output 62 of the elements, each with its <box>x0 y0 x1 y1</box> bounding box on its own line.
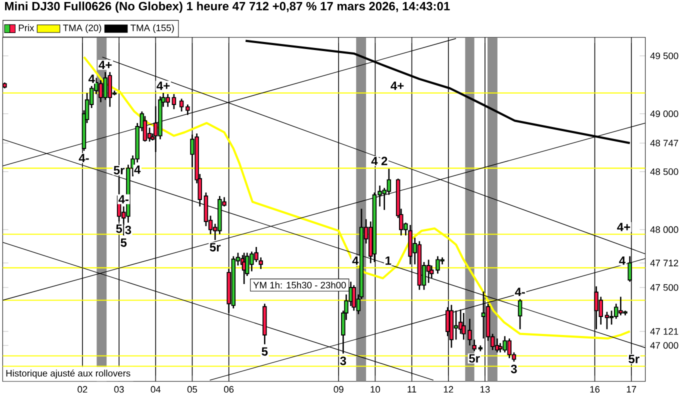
candlestick <box>609 310 614 326</box>
x-tick-label: 05 <box>187 386 198 393</box>
x-tick-label: 16 <box>590 386 600 393</box>
annotation: 4 <box>88 74 95 83</box>
annotation: 3 <box>125 226 132 234</box>
annotation: 2 <box>381 156 388 166</box>
candlestick <box>481 290 486 340</box>
candlestick <box>518 298 522 330</box>
annotation: 3 <box>510 364 517 374</box>
annotation: 4+ <box>98 60 112 70</box>
legend-label: TMA (155) <box>130 24 174 33</box>
annotation: 4 <box>134 165 141 174</box>
x-tick-label: 06 <box>224 386 234 393</box>
annotation: 4 <box>619 256 626 265</box>
annotation: 5 <box>120 238 127 247</box>
y-tick-label: 47 000 <box>650 342 678 349</box>
candlestick <box>426 259 431 284</box>
y-tick-label: 49 000 <box>650 110 678 118</box>
y-tick-label: 48 000 <box>650 226 678 233</box>
y-tick-label: 47 121 <box>650 328 678 335</box>
candlestick <box>446 306 450 337</box>
candlestick <box>179 98 184 112</box>
legend-label: Prix <box>18 24 34 32</box>
candlestick <box>604 311 610 330</box>
y-tick-label: 47 500 <box>650 284 678 291</box>
annotation: 5r <box>210 243 221 252</box>
annotation: 4- <box>514 288 525 296</box>
annotation: 3 <box>340 356 346 366</box>
annotation: 5r <box>469 354 480 363</box>
annotation: 5r <box>114 166 125 174</box>
y-tick-label: 48 747 <box>650 140 678 146</box>
x-tick-label: 10 <box>370 386 380 393</box>
annotation: 4+ <box>390 82 404 90</box>
annotation: 4- <box>118 195 128 204</box>
y-tick-label: 48 500 <box>650 168 678 175</box>
annotation: 4 <box>371 156 378 166</box>
annotation: Historique ajusté aux rollovers <box>6 370 130 378</box>
legend-label: TMA (20) <box>63 24 102 33</box>
candlestick <box>172 93 176 110</box>
x-tick-label: 02 <box>78 386 88 393</box>
x-tick-label: 11 <box>408 386 416 392</box>
annotation: 5 <box>116 224 122 233</box>
annotation: 5 <box>262 347 268 356</box>
annotation: 4 <box>352 256 359 265</box>
x-tick-label: 12 <box>444 386 454 393</box>
y-tick-label: 47 712 <box>650 260 678 266</box>
x-tick-label: 17 <box>626 386 636 392</box>
candlestick <box>142 115 148 142</box>
annotation: YM 1h: 15h30 - 23h00 <box>253 282 346 288</box>
y-tick-label: 49 500 <box>650 52 678 60</box>
annotation: 5r <box>628 354 640 364</box>
x-tick-label: 09 <box>334 386 344 393</box>
candlestick <box>454 310 458 340</box>
candlestick <box>186 104 190 116</box>
chart-title: Mini DJ30 Full0626 (No Globex) 1 heure 47 712 +0,87 % 17 mars 2026, 14:43:01 <box>5 2 450 13</box>
x-tick-label: 04 <box>150 386 161 393</box>
annotation: 1 <box>386 256 392 265</box>
x-tick-label: 03 <box>114 386 124 393</box>
annotation: 4+ <box>617 222 630 232</box>
annotation: 4- <box>78 154 89 162</box>
annotation: 4+ <box>156 82 170 90</box>
x-tick-label: 13 <box>480 386 490 393</box>
